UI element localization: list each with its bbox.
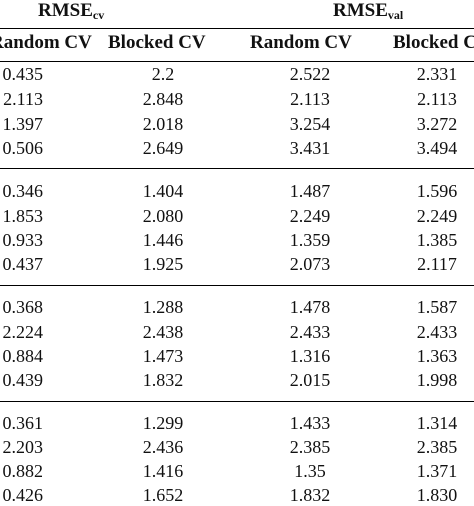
cell-random-cv-rmse-cv: 0.435 (2, 64, 44, 84)
cell-blocked-cv-rmse-cv: 1.473 (142, 346, 184, 366)
cell-blocked-cv-rmse-cv: 1.416 (142, 461, 184, 481)
cell-blocked-cv-rmse-val: 3.494 (416, 138, 458, 158)
cell-random-cv-rmse-val: 2.433 (289, 322, 331, 342)
cell-blocked-cv-rmse-val: 2.117 (417, 254, 457, 274)
cell-blocked-cv-rmse-val: 1.998 (416, 370, 458, 390)
cell-random-cv-rmse-val: 1.487 (289, 181, 331, 201)
cell-random-cv-rmse-cv: 0.346 (2, 181, 44, 201)
cell-blocked-cv-rmse-cv: 1.925 (142, 254, 184, 274)
cell-random-cv-rmse-cv: 0.506 (2, 138, 44, 158)
cell-random-cv-rmse-val: 1.478 (289, 297, 331, 317)
cell-random-cv-rmse-val: 2.385 (289, 437, 331, 457)
cell-random-cv-rmse-val: 2.073 (289, 254, 331, 274)
cell-random-cv-rmse-val: 3.254 (289, 114, 331, 134)
cell-blocked-cv-rmse-cv: 1.299 (142, 413, 184, 433)
cell-blocked-cv-rmse-cv: 1.832 (142, 370, 184, 390)
cell-random-cv-rmse-cv: 0.437 (2, 254, 44, 274)
header-rule (0, 28, 474, 29)
cell-blocked-cv-rmse-val: 2.433 (416, 322, 458, 342)
subheader-blocked-cv: Blocked CV (393, 32, 474, 53)
cell-random-cv-rmse-val: 1.433 (289, 413, 331, 433)
cell-random-cv-rmse-cv: 0.439 (2, 370, 44, 390)
subheader-rule (0, 61, 474, 62)
cell-blocked-cv-rmse-val: 1.587 (416, 297, 458, 317)
cell-blocked-cv-rmse-cv: 1.404 (142, 181, 184, 201)
cell-random-cv-rmse-cv: 1.397 (2, 114, 44, 134)
cell-blocked-cv-rmse-val: 2.249 (416, 206, 458, 226)
cell-blocked-cv-rmse-val: 1.830 (416, 485, 458, 505)
group-divider (0, 285, 474, 286)
cell-random-cv-rmse-val: 3.431 (289, 138, 331, 158)
cell-random-cv-rmse-cv: 0.884 (2, 346, 44, 366)
group-divider (0, 168, 474, 169)
header-rmse-cv-subscript: cv (92, 8, 105, 22)
cell-random-cv-rmse-val: 2.015 (289, 370, 331, 390)
subheader-blocked-cv: Blocked CV (108, 32, 206, 53)
cell-blocked-cv-rmse-cv: 2.649 (142, 138, 184, 158)
cell-blocked-cv-rmse-cv: 2.2 (151, 64, 175, 84)
cell-random-cv-rmse-cv: 2.224 (2, 322, 44, 342)
subheader-random-cv: Random CV (0, 32, 92, 53)
cell-blocked-cv-rmse-val: 1.596 (416, 181, 458, 201)
header-rmse-val-subscript: val (387, 8, 404, 22)
cell-random-cv-rmse-cv: 2.203 (2, 437, 44, 457)
cell-blocked-cv-rmse-val: 1.363 (416, 346, 458, 366)
cell-random-cv-rmse-val: 2.249 (289, 206, 331, 226)
cell-blocked-cv-rmse-val: 2.385 (416, 437, 458, 457)
cell-random-cv-rmse-val: 1.832 (289, 485, 331, 505)
cell-blocked-cv-rmse-cv: 1.446 (142, 230, 184, 250)
cell-blocked-cv-rmse-val: 3.272 (416, 114, 458, 134)
cell-random-cv-rmse-cv: 0.361 (2, 413, 44, 433)
cell-random-cv-rmse-cv: 0.368 (2, 297, 44, 317)
cell-random-cv-rmse-cv: 0.882 (2, 461, 44, 481)
cell-random-cv-rmse-val: 1.35 (294, 461, 326, 481)
cell-blocked-cv-rmse-val: 1.314 (416, 413, 458, 433)
cell-random-cv-rmse-val: 1.316 (289, 346, 331, 366)
cell-blocked-cv-rmse-cv: 2.080 (142, 206, 184, 226)
cell-blocked-cv-rmse-cv: 2.018 (142, 114, 184, 134)
cell-random-cv-rmse-cv: 1.853 (2, 206, 44, 226)
cell-blocked-cv-rmse-cv: 2.438 (142, 322, 184, 342)
cell-random-cv-rmse-val: 1.359 (289, 230, 331, 250)
cell-blocked-cv-rmse-cv: 2.436 (142, 437, 184, 457)
cell-random-cv-rmse-val: 2.113 (290, 89, 330, 109)
cell-random-cv-rmse-cv: 0.933 (2, 230, 44, 250)
header-rmse-cv-base: RMSE (38, 0, 93, 21)
header-rmse-val: RMSEval (333, 0, 403, 23)
cell-blocked-cv-rmse-val: 1.385 (416, 230, 458, 250)
cell-random-cv-rmse-cv: 0.426 (2, 485, 44, 505)
cell-random-cv-rmse-cv: 2.113 (3, 89, 43, 109)
cell-random-cv-rmse-val: 2.522 (289, 64, 331, 84)
cell-blocked-cv-rmse-val: 1.371 (416, 461, 458, 481)
cell-blocked-cv-rmse-val: 2.113 (417, 89, 457, 109)
cell-blocked-cv-rmse-cv: 2.848 (142, 89, 184, 109)
cell-blocked-cv-rmse-cv: 1.652 (142, 485, 184, 505)
subheader-random-cv: Random CV (250, 32, 352, 53)
cell-blocked-cv-rmse-cv: 1.288 (142, 297, 184, 317)
group-divider (0, 401, 474, 402)
cell-blocked-cv-rmse-val: 2.331 (416, 64, 458, 84)
header-rmse-val-base: RMSE (333, 0, 388, 21)
header-rmse-cv: RMSEcv (38, 0, 104, 23)
